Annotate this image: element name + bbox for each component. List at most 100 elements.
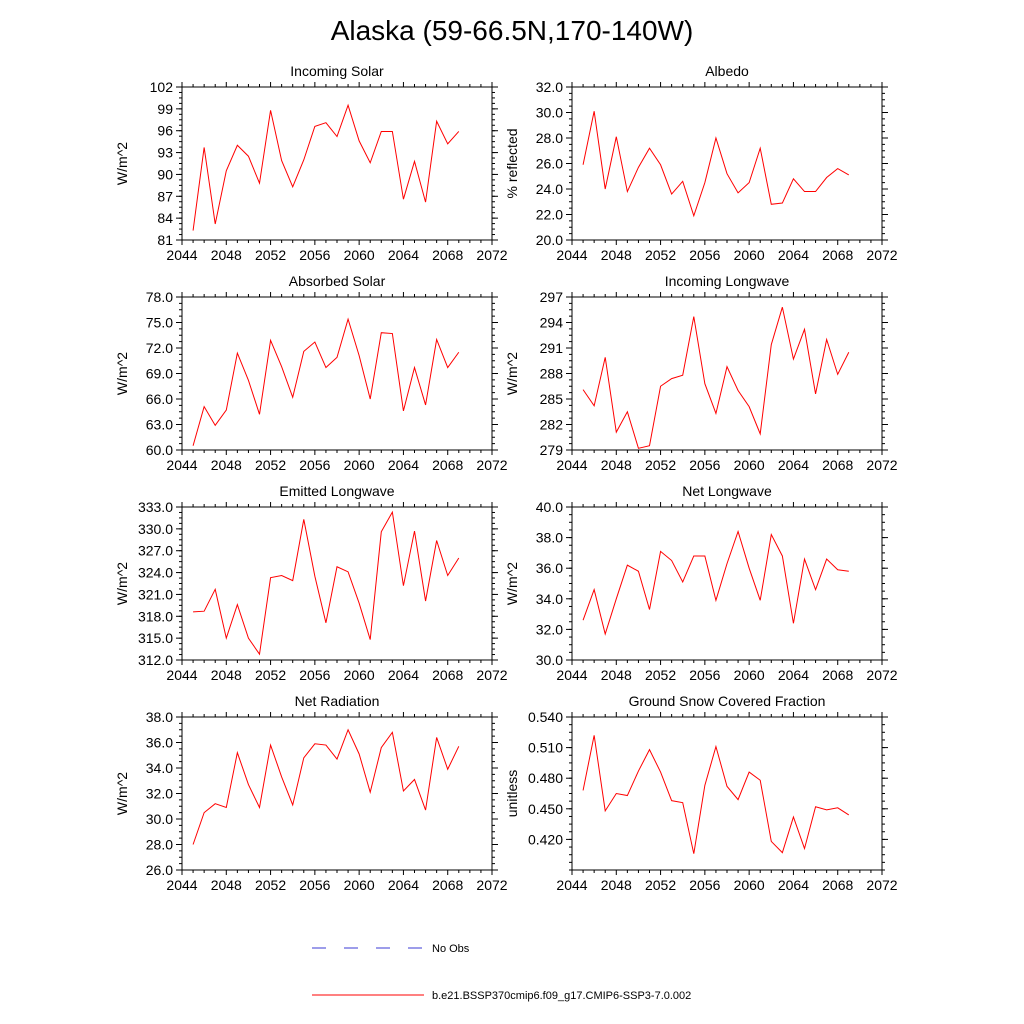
y-tick-label: 32.0 (536, 621, 563, 637)
chart-panel-7: Net Radiation W/m^2 2044 2048 2052 2056 2060 20… (114, 693, 508, 893)
y-axis-label: W/m^2 (114, 352, 130, 395)
x-tick-label: 2072 (866, 247, 897, 263)
series-line (582, 735, 850, 854)
x-tick-label: 2044 (166, 667, 197, 683)
y-tick-label: 0.510 (528, 740, 563, 756)
x-tick-label: 2072 (476, 457, 507, 473)
y-tick-label: 87 (157, 188, 173, 204)
panel-title: Net Radiation (295, 693, 380, 709)
x-tick-label: 2052 (645, 877, 676, 893)
y-tick-label: 30.0 (146, 811, 173, 827)
series-line (582, 307, 850, 449)
x-tick-label: 2056 (299, 667, 330, 683)
x-tick-label: 2056 (299, 877, 330, 893)
y-tick-label: 38.0 (536, 530, 563, 546)
x-tick-label: 2060 (734, 877, 765, 893)
x-tick-label: 2044 (556, 457, 587, 473)
series-line (582, 529, 849, 636)
x-tick-label: 2072 (866, 667, 897, 683)
y-tick-label: 28.0 (536, 130, 563, 146)
x-tick-label: 2052 (645, 667, 676, 683)
y-tick-label: 0.420 (528, 831, 563, 847)
y-tick-label: 81 (157, 232, 173, 248)
plot-frame (181, 86, 493, 241)
series-line (582, 111, 850, 218)
y-tick-label: 99 (157, 101, 173, 117)
y-tick-label: 321.0 (138, 586, 173, 602)
x-tick-label: 2068 (822, 667, 853, 683)
x-tick-label: 2068 (432, 247, 463, 263)
y-tick-label: 40.0 (536, 499, 563, 515)
x-tick-label: 2048 (211, 457, 242, 473)
series-line (192, 103, 460, 231)
panels-group: Incoming Solar W/m^2 2044 2048 2052 2056 2060 2… (114, 63, 898, 893)
y-tick-label: 288 (540, 366, 564, 382)
panel-title: Incoming Solar (290, 63, 384, 79)
y-axis-label: W/m^2 (114, 562, 130, 605)
x-tick-label: 2048 (601, 457, 632, 473)
x-tick-label: 2064 (388, 877, 419, 893)
x-tick-label: 2056 (299, 457, 330, 473)
y-tick-label: 78.0 (146, 289, 173, 305)
y-axis-label: W/m^2 (504, 352, 520, 395)
y-tick-label: 22.0 (536, 207, 563, 223)
series-line (192, 728, 460, 845)
x-tick-label: 2060 (734, 457, 765, 473)
chart-panel-5: Emitted Longwave W/m^2 2044 2048 2052 2056 206… (114, 483, 508, 683)
x-tick-label: 2068 (432, 667, 463, 683)
y-tick-label: 294 (540, 315, 564, 331)
x-tick-label: 2056 (689, 877, 720, 893)
x-tick-label: 2068 (432, 877, 463, 893)
x-tick-label: 2064 (778, 877, 809, 893)
x-tick-label: 2044 (556, 667, 587, 683)
panel-title: Net Longwave (682, 483, 772, 499)
y-tick-label: 75.0 (146, 315, 173, 331)
x-tick-label: 2068 (432, 457, 463, 473)
x-tick-label: 2064 (778, 457, 809, 473)
x-tick-label: 2052 (645, 457, 676, 473)
x-tick-label: 2044 (166, 247, 197, 263)
x-tick-label: 2072 (476, 247, 507, 263)
y-tick-label: 28.0 (146, 837, 173, 853)
plot-frame (181, 506, 493, 661)
chart-panel-8: Ground Snow Covered Fraction unitless 2044… (504, 693, 898, 893)
panel-title: Albedo (705, 63, 749, 79)
x-tick-label: 2068 (822, 457, 853, 473)
y-tick-label: 36.0 (536, 560, 563, 576)
x-tick-label: 2056 (299, 247, 330, 263)
y-tick-label: 282 (540, 417, 564, 433)
x-tick-label: 2052 (645, 247, 676, 263)
y-tick-label: 69.0 (146, 366, 173, 382)
chart-panel-1: Incoming Solar W/m^2 2044 2048 2052 2056 2060 2… (114, 63, 508, 263)
x-tick-label: 2048 (211, 877, 242, 893)
x-tick-label: 2052 (255, 457, 286, 473)
x-tick-label: 2044 (166, 877, 197, 893)
y-tick-label: 0.480 (528, 770, 563, 786)
y-tick-label: 291 (540, 340, 564, 356)
chart-panel-2: Albedo % reflected 2044 2048 2052 2056 2060 206… (504, 63, 898, 263)
series-line (193, 510, 460, 656)
y-tick-label: 93 (157, 145, 173, 161)
panel-title: Incoming Longwave (665, 273, 790, 289)
x-tick-label: 2048 (601, 667, 632, 683)
x-tick-label: 2060 (734, 247, 765, 263)
y-tick-label: 34.0 (536, 591, 563, 607)
x-tick-label: 2048 (211, 667, 242, 683)
y-tick-label: 32.0 (536, 79, 563, 95)
x-tick-label: 2060 (344, 247, 375, 263)
x-tick-label: 2044 (166, 457, 197, 473)
y-tick-label: 279 (540, 442, 564, 458)
y-tick-label: 102 (150, 79, 174, 95)
y-tick-label: 312.0 (138, 652, 173, 668)
panel-title: Absorbed Solar (289, 273, 386, 289)
x-tick-label: 2060 (344, 667, 375, 683)
y-tick-label: 96 (157, 123, 173, 139)
x-tick-label: 2060 (734, 667, 765, 683)
y-tick-label: 34.0 (146, 760, 173, 776)
x-tick-label: 2044 (556, 877, 587, 893)
x-tick-label: 2044 (556, 247, 587, 263)
y-axis-label: W/m^2 (114, 142, 130, 185)
y-tick-label: 330.0 (138, 521, 173, 537)
x-tick-label: 2068 (822, 247, 853, 263)
